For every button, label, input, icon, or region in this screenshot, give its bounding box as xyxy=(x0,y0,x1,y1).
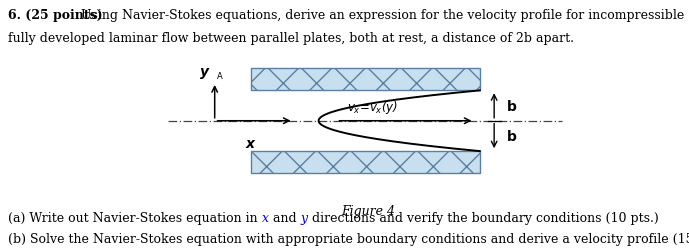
Text: pts.): pts.) xyxy=(8,249,37,250)
Text: A: A xyxy=(216,72,223,81)
Text: (b) Solve the Navier-Stokes equation with appropriate boundary conditions and de: (b) Solve the Navier-Stokes equation wit… xyxy=(8,232,689,245)
Text: y: y xyxy=(300,211,308,224)
Text: x: x xyxy=(262,211,269,224)
Text: fully developed laminar flow between parallel plates, both at rest, a distance o: fully developed laminar flow between par… xyxy=(8,32,574,45)
Text: b: b xyxy=(506,130,517,143)
Bar xyxy=(251,69,480,91)
Text: $v_x$=$v_x$(y): $v_x$=$v_x$(y) xyxy=(347,99,398,116)
Bar xyxy=(251,152,480,174)
Text: Using Navier-Stokes equations, derive an expression for the velocity profile for: Using Navier-Stokes equations, derive an… xyxy=(77,9,684,22)
Text: and: and xyxy=(269,211,300,224)
Text: Figure 4: Figure 4 xyxy=(342,204,395,217)
Text: y: y xyxy=(200,65,209,78)
Text: b: b xyxy=(506,99,517,113)
Text: (a) Write out Navier-Stokes equation in: (a) Write out Navier-Stokes equation in xyxy=(8,211,262,224)
Text: x: x xyxy=(246,136,255,150)
Text: 6. (25 points): 6. (25 points) xyxy=(8,9,103,22)
Text: directions and verify the boundary conditions (10 pts.): directions and verify the boundary condi… xyxy=(308,211,659,224)
